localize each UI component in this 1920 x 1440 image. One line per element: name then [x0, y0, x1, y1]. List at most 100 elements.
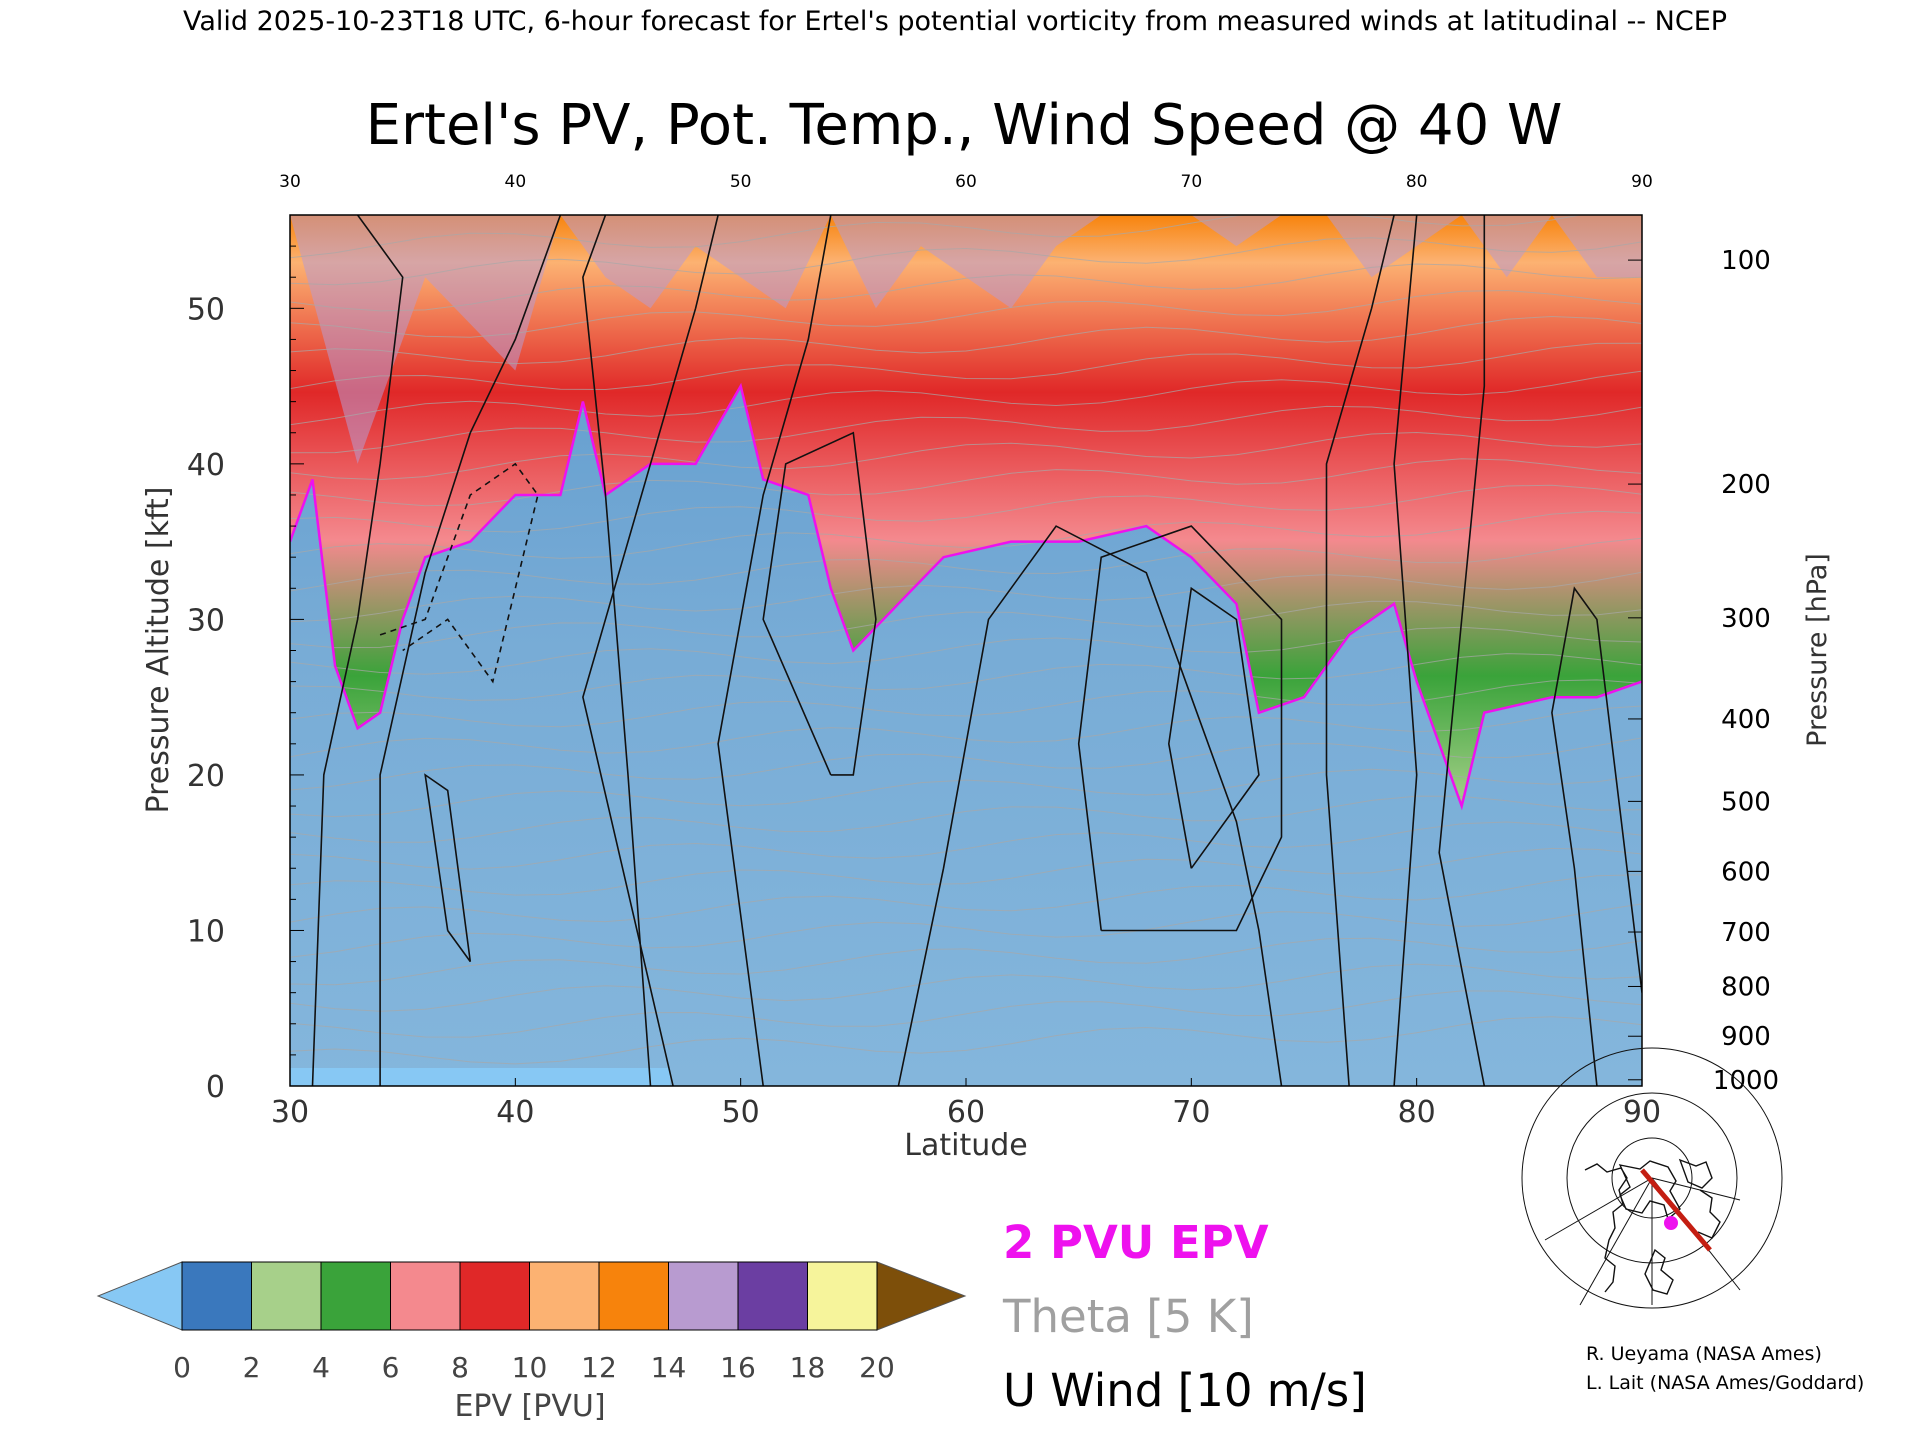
pressure-tick-label: 800	[1721, 972, 1771, 1002]
pv-high-values-fill	[290, 215, 1642, 464]
theta-contour-line	[290, 458, 1642, 507]
u-wind-contour-line	[424, 773, 472, 963]
colorbar-under-arrow	[96, 1261, 183, 1331]
u-wind-contours	[311, 215, 1642, 1086]
colorbar-swatch	[668, 1261, 739, 1331]
theta-contour-line	[290, 679, 1642, 728]
pressure-tick-label: 900	[1721, 1022, 1771, 1052]
colorbar-tick-label: 12	[581, 1351, 617, 1384]
u-wind-contour-line	[717, 215, 832, 1086]
x-tick-label: 60	[947, 1095, 985, 1130]
u-wind-negative-contour	[379, 462, 539, 684]
colorbar-tick-label: 6	[382, 1351, 400, 1384]
x-top-tick-label: 90	[1631, 172, 1653, 192]
legend-2pvu: 2 PVU EPV	[1003, 1216, 1269, 1269]
theta-contour-line	[290, 1016, 1642, 1065]
u-wind-contour-line	[762, 431, 877, 776]
y-tick-label: 50	[187, 292, 225, 327]
x-top-tick-label: 70	[1181, 172, 1203, 192]
pressure-tick-label: 400	[1721, 705, 1771, 735]
x-top-tick-label: 80	[1406, 172, 1428, 192]
y-tick-label: 0	[206, 1070, 225, 1105]
theta-contour-line	[290, 874, 1642, 923]
u-wind-contour-line	[1551, 586, 1642, 1086]
theta-contour-line	[290, 903, 1642, 958]
colorbar-tick-label: 4	[312, 1351, 330, 1384]
x-axis-bottom: 30 40 50 60 70 80 90	[271, 1078, 1661, 1130]
colorbar-swatch	[251, 1261, 322, 1331]
colorbar-tick-label: 10	[512, 1351, 548, 1384]
y-axis-left: 0 10 20 30 40 50	[187, 245, 304, 1105]
colorbar-swatch	[181, 1261, 252, 1331]
x-top-tick-label: 60	[955, 172, 977, 192]
x-tick-label: 50	[722, 1095, 760, 1130]
theta-contour-line	[290, 237, 1642, 286]
credit-2: L. Lait (NASA Ames/Goddard)	[1586, 1372, 1864, 1394]
colorbar: 0 2 4 6 8 10 12 14 16 18 20	[96, 1261, 967, 1384]
u-wind-contour-line	[1167, 586, 1260, 869]
colorbar-tick-label: 20	[859, 1351, 895, 1384]
x-axis-top: 30 40 50 60 70 80 90	[279, 172, 1653, 192]
pressure-tick-label: 500	[1721, 787, 1771, 817]
x-top-tick-label: 30	[279, 172, 301, 192]
x-axis-label: Latitude	[904, 1128, 1027, 1163]
theta-contours	[290, 215, 1642, 1065]
colorbar-swatch	[390, 1261, 461, 1331]
theta-contour-line	[290, 571, 1642, 623]
theta-contour-line	[290, 315, 1642, 365]
y-axis-right-label: Pressure [hPa]	[1802, 553, 1833, 747]
theta-contour-line	[290, 405, 1642, 454]
u-wind-contour-line	[897, 525, 1283, 1086]
colorbar-label: EPV [PVU]	[454, 1389, 605, 1424]
theta-contour-line	[290, 263, 1642, 312]
x-tick-label: 80	[1398, 1095, 1436, 1130]
theta-contour-line	[290, 289, 1642, 338]
pressure-tick-label: 700	[1721, 918, 1771, 948]
colorbar-tick-label: 2	[243, 1351, 261, 1384]
theta-contour-line	[290, 510, 1642, 559]
u-wind-contour-line	[582, 215, 719, 1086]
chart-title: Ertel's PV, Pot. Temp., Wind Speed @ 40 …	[366, 93, 1563, 158]
pv-surface-strip	[290, 1068, 670, 1086]
plot-area	[289, 214, 1643, 1087]
pressure-tick-label: 300	[1721, 604, 1771, 634]
colorbar-tick-label: 0	[173, 1351, 191, 1384]
u-wind-contour-line	[1438, 215, 1486, 1086]
pressure-tick-label: 600	[1721, 857, 1771, 887]
x-tick-label: 30	[271, 1095, 309, 1130]
u-wind-contour-line	[311, 215, 404, 1086]
colorbar-tick-label: 16	[720, 1351, 756, 1384]
pressure-tick-label: 1000	[1713, 1066, 1779, 1096]
colorbar-swatch	[737, 1261, 808, 1331]
colorbar-tick-label: 14	[651, 1351, 687, 1384]
theta-contour-line	[290, 431, 1642, 481]
cross-section-track	[1640, 1168, 1712, 1252]
colorbar-swatch	[320, 1261, 391, 1331]
x-tick-label: 70	[1172, 1095, 1210, 1130]
y-axis-right: 100 200 300 400 500 600 700 800 900 1000	[1628, 246, 1779, 1096]
theta-contour-line	[290, 370, 1642, 426]
y-tick-label: 20	[187, 759, 225, 794]
u-wind-contour-line	[582, 215, 652, 1086]
theta-contour-line	[290, 990, 1642, 1038]
theta-contour-line	[290, 737, 1642, 791]
theta-contour-line	[290, 653, 1642, 701]
colorbar-tick-label: 18	[790, 1351, 826, 1384]
location-marker	[1664, 1216, 1678, 1230]
pressure-tick-label: 100	[1721, 246, 1771, 276]
theta-contour-line	[290, 821, 1642, 870]
pv-stratosphere-fill	[290, 215, 1642, 806]
credit-1: R. Ueyama (NASA Ames)	[1586, 1343, 1822, 1365]
u-wind-contour-line	[1393, 215, 1418, 1086]
colorbar-swatch	[807, 1261, 878, 1331]
theta-contour-line	[290, 342, 1642, 391]
legend-theta: Theta [5 K]	[1002, 1290, 1254, 1343]
pv-2pvu-contour	[290, 382, 1642, 811]
y-tick-label: 30	[187, 603, 225, 638]
theta-contour-line	[290, 937, 1642, 986]
y-tick-label: 10	[187, 914, 225, 949]
theta-contour-line	[290, 795, 1642, 843]
theta-contour-line	[290, 626, 1642, 675]
theta-contour-line	[290, 484, 1642, 533]
